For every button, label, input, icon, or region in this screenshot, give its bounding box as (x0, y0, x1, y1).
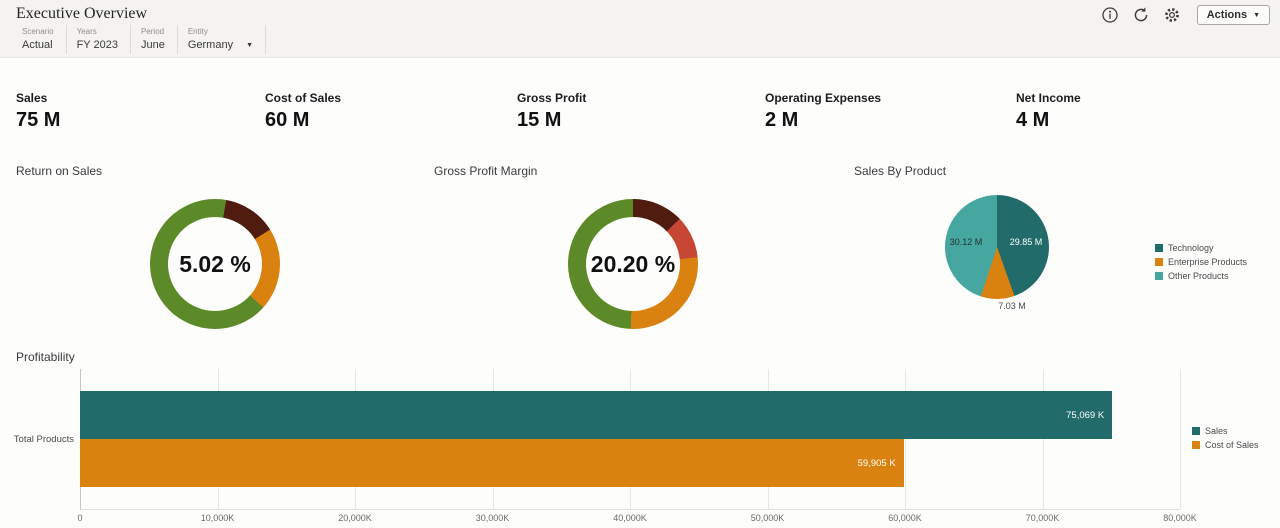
kpi-net-income: Net Income 4 M (1016, 91, 1280, 132)
chart-title: Sales By Product (854, 164, 947, 178)
pov-entity-value-text: Germany (187, 39, 234, 51)
chevron-down-icon: ▼ (1253, 11, 1260, 19)
chevron-down-icon: ▼ (246, 41, 254, 49)
x-axis-tick: 20,000K (338, 513, 372, 523)
kpi-label: Gross Profit (517, 91, 587, 105)
pov-years-label: Years (76, 27, 97, 36)
pie-chart[interactable] (945, 195, 1049, 299)
actions-button-label: Actions (1206, 9, 1248, 21)
refresh-icon[interactable] (1130, 4, 1152, 26)
legend-swatch (1192, 427, 1200, 435)
gridline (1042, 369, 1044, 509)
kpi-value: 4 M (1016, 109, 1050, 131)
pov-years-value: FY 2023 (76, 39, 118, 51)
legend-swatch (1155, 258, 1163, 266)
gross-profit-margin-panel: Gross Profit Margin 20.20 % (418, 163, 838, 355)
x-axis-tick: 50,000K (750, 513, 785, 523)
gauge-value: 5.02 % (179, 250, 251, 277)
legend-label: Cost of Sales (1205, 440, 1259, 450)
x-axis-tick: 40,000K (613, 513, 647, 523)
settings-gear-icon[interactable] (1161, 4, 1183, 26)
legend-label: Enterprise Products (1168, 257, 1248, 267)
pov-bar: Scenario Actual Years FY 2023 Period Jun… (12, 25, 267, 54)
chart-title: Profitability (16, 350, 75, 364)
gross-profit-margin-gauge[interactable]: 20.20 % (568, 199, 698, 329)
bar-category-label: Total Products (13, 434, 74, 445)
kpi-sales: Sales 75 M (16, 91, 265, 132)
kpi-value: 2 M (765, 109, 799, 131)
legend-item-other-products: Other Products (1155, 271, 1247, 281)
pov-years[interactable]: Years FY 2023 (67, 25, 131, 54)
pov-scenario[interactable]: Scenario Actual (12, 25, 67, 54)
bar-x-axis: 0 10,000K 20,000K 30,000K 40,000K 50,000K 60,0… (77, 513, 1196, 527)
pov-scenario-label: Scenario (22, 27, 54, 36)
kpi-label: Cost of Sales (265, 91, 342, 105)
pov-entity[interactable]: Entity Germany ▼ (178, 25, 267, 54)
profitability-panel: Profitability Total Products 75,069 K 59… (0, 350, 1280, 528)
cost-of-sales-bar[interactable]: 59,905 K (80, 439, 904, 487)
pov-period[interactable]: Period June (131, 25, 178, 54)
pie-slice-label: 30.12 M (949, 237, 983, 247)
kpi-value: 15 M (517, 109, 562, 131)
x-axis-tick: 60,000K (888, 513, 922, 523)
x-axis-tick: 30,000K (475, 513, 510, 523)
sales-bar[interactable]: 75,069 K (80, 391, 1113, 439)
legend-label: Technology (1168, 243, 1214, 253)
pie-slice-label: 7.03 M (998, 301, 1026, 311)
header-actions: Actions ▼ (1099, 3, 1270, 27)
pov-entity-value: Germany ▼ (188, 39, 253, 51)
gauge-value: 20.20 % (590, 250, 676, 277)
legend-swatch (1192, 441, 1200, 449)
chart-title: Gross Profit Margin (434, 164, 538, 178)
legend-label: Other Products (1168, 271, 1229, 281)
charts-row: Return on Sales 5.02 % Gross Profit Marg… (0, 163, 1280, 355)
return-on-sales-gauge[interactable]: 5.02 % (150, 199, 280, 329)
x-axis-tick: 80,000K (1163, 513, 1197, 523)
kpi-label: Sales (16, 91, 48, 105)
gridline (905, 369, 906, 509)
top-bar: Executive Overview (0, 0, 1280, 58)
legend-item-cost-of-sales: Cost of Sales (1192, 440, 1259, 450)
chart-title: Return on Sales (16, 164, 103, 178)
pov-period-label: Period (140, 27, 165, 36)
x-axis-tick: 0 (77, 513, 83, 523)
kpi-row: Sales 75 M Cost of Sales 60 M Gross Prof… (16, 91, 1280, 132)
kpi-operating-expenses: Operating Expenses 2 M (765, 91, 1016, 132)
legend-label: Sales (1205, 426, 1228, 436)
kpi-label: Net Income (1016, 91, 1081, 105)
pov-scenario-value: Actual (22, 39, 53, 51)
legend-item-enterprise-products: Enterprise Products (1155, 257, 1247, 267)
bar-legend: Sales Cost of Sales (1192, 426, 1259, 454)
pov-entity-label: Entity (187, 27, 208, 36)
bar-plot: 75,069 K 59,905 K (80, 369, 1181, 510)
legend-item-technology: Technology (1155, 243, 1247, 253)
pie-slice-label: 29.85 M (1009, 237, 1043, 247)
gridline (1180, 369, 1181, 509)
kpi-value: 60 M (265, 109, 310, 131)
x-axis-tick: 10,000K (200, 513, 235, 523)
legend-swatch (1155, 244, 1163, 252)
kpi-label: Operating Expenses (765, 91, 882, 105)
kpi-value: 75 M (16, 109, 61, 131)
return-on-sales-panel: Return on Sales 5.02 % (0, 163, 418, 355)
legend-swatch (1155, 272, 1163, 280)
sales-by-product-panel: Sales By Product 29.85 M 7.03 M 30.12 M … (838, 163, 1280, 355)
pie-legend: Technology Enterprise Products Other Pro… (1155, 243, 1247, 285)
kpi-gross-profit: Gross Profit 15 M (517, 91, 765, 132)
kpi-cost-of-sales: Cost of Sales 60 M (265, 91, 517, 132)
pov-period-value: June (140, 39, 165, 51)
legend-item-sales: Sales (1192, 426, 1259, 436)
page-title: Executive Overview (16, 5, 148, 22)
x-axis-tick: 70,000K (1025, 513, 1060, 523)
actions-button[interactable]: Actions ▼ (1196, 5, 1270, 25)
info-icon[interactable] (1099, 4, 1121, 26)
